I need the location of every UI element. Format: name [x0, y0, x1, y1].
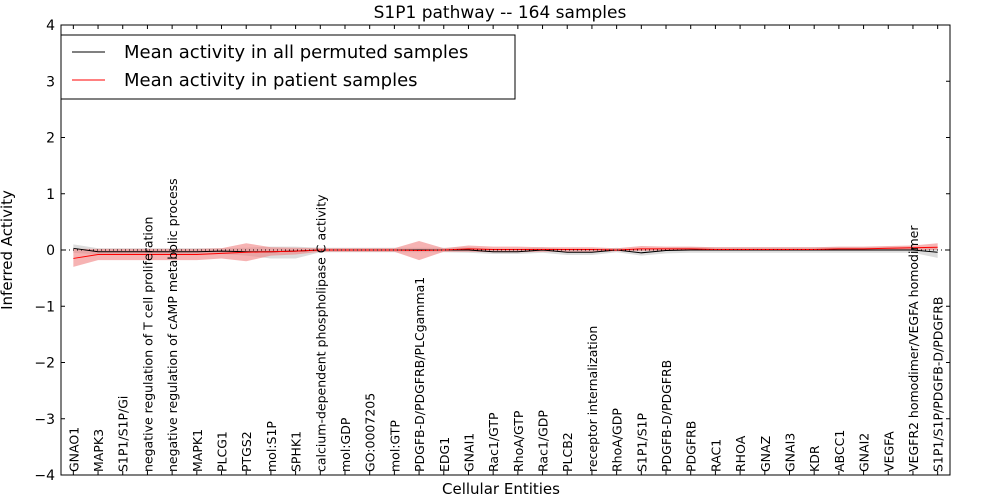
category-label: calcium-dependent phospholipase C activi…: [313, 194, 328, 472]
y-tick-label: 3: [46, 74, 55, 90]
category-label: receptor internalization: [585, 326, 600, 472]
category-label: ABCC1: [832, 430, 847, 472]
y-tick-label: 4: [46, 18, 55, 34]
category-label: Rac1/GTP: [486, 412, 501, 472]
category-label: RhoA/GDP: [610, 408, 625, 472]
category-label: RhoA/GTP: [511, 410, 526, 472]
category-label: PTGS2: [239, 431, 254, 472]
legend-box: [60, 34, 516, 100]
legend-label-2: Mean activity in patient samples: [124, 70, 418, 91]
series-band-2: [73, 241, 938, 267]
category-label: GNAI3: [782, 433, 797, 472]
category-label: GNAO1: [66, 427, 81, 472]
category-label: VEGFR2 homodimer/VEGFA homodimer: [906, 225, 921, 472]
category-label: GNAI1: [461, 433, 476, 472]
category-label: EDG1: [437, 437, 452, 472]
category-label: mol:GTP: [387, 420, 402, 472]
category-label: MAPK1: [190, 429, 205, 472]
legend: Mean activity in all permuted samples Mea…: [60, 34, 516, 100]
category-label: GO:0007205: [363, 393, 378, 472]
y-tick-label: −2: [34, 356, 55, 372]
y-tick-label: 1: [46, 187, 55, 203]
category-label: KDR: [807, 445, 822, 472]
category-label: negative regulation of cAMP metabolic pr…: [165, 178, 180, 472]
category-label: S1P1/S1P: [634, 413, 649, 472]
y-ticks: 4 3 2 1 0 −1 −2 −3 −4: [34, 18, 950, 484]
y-tick-label: −1: [34, 299, 55, 315]
y-tick-label: 0: [46, 243, 55, 259]
category-label: mol:S1P: [264, 421, 279, 472]
category-label: Rac1/GDP: [536, 410, 551, 472]
legend-label-1: Mean activity in all permuted samples: [124, 42, 468, 63]
category-label: RAC1: [708, 439, 723, 472]
category-label: negative regulation of T cell proliferat…: [140, 217, 155, 472]
series-line-2: [73, 246, 938, 259]
category-label: mol:GDP: [338, 417, 353, 472]
category-label: S1P1/S1P/Gi: [116, 396, 131, 472]
category-label: S1P1/S1P/PDGFB-D/PDGFRB: [931, 297, 946, 473]
y-tick-label: −3: [34, 412, 55, 428]
category-labels: GNAO1 MAPK3 S1P1/S1P/Gi negative regulation…: [66, 25, 946, 475]
category-label: PLCB2: [560, 432, 575, 472]
y-tick-label: 2: [46, 131, 55, 147]
category-label: PDGFB-D/PDGFRB: [659, 360, 674, 472]
category-label: PDGFRB: [684, 421, 699, 472]
y-tick-label: −4: [34, 468, 55, 484]
category-label: PLCG1: [215, 431, 230, 472]
category-label: PDGFB-D/PDGFRB/PLCgamma1: [412, 277, 427, 472]
category-label: GNAZ: [758, 436, 773, 472]
category-label: GNAI2: [857, 433, 872, 472]
x-axis-label: Cellular Entities: [442, 480, 560, 498]
chart-title: S1P1 pathway -- 164 samples: [374, 3, 627, 23]
category-label: RHOA: [733, 435, 748, 472]
category-label: VEGFA: [881, 431, 896, 472]
category-label: SPHK1: [289, 431, 304, 472]
y-axis-label: Inferred Activity: [0, 190, 16, 310]
category-label: MAPK3: [91, 429, 106, 472]
